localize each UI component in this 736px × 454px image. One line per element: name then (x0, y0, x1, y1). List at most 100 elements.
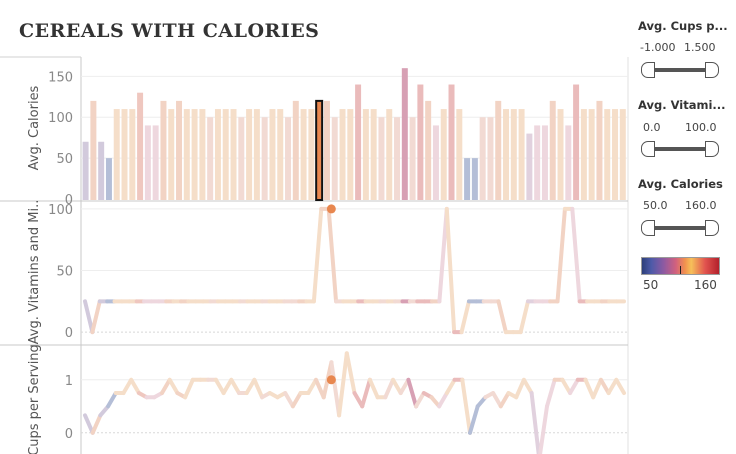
line-segment (614, 377, 626, 396)
bar (160, 100, 167, 200)
line-segment (437, 391, 449, 409)
line-segment (252, 377, 265, 400)
bar (261, 117, 268, 200)
bar (534, 125, 541, 200)
filter-calories-slider[interactable] (641, 220, 719, 236)
line-segment (491, 391, 503, 409)
bar (285, 117, 292, 200)
bar (464, 158, 471, 200)
bar (471, 158, 478, 200)
bar (479, 117, 486, 200)
line-segment (83, 299, 95, 335)
y-axis-label: Cups per Serving (27, 344, 42, 454)
bar (230, 109, 237, 200)
filter-vitamins-min: 0.0 (643, 121, 661, 134)
color-legend-min: 50 (643, 278, 659, 292)
bar (331, 117, 338, 200)
line-segment (529, 391, 541, 454)
bar (355, 84, 362, 200)
bar (300, 109, 307, 200)
bar (269, 109, 276, 200)
slider-max-handle[interactable] (705, 141, 719, 157)
bar (596, 100, 603, 200)
y-axis-label: Avg. Vitamins and Mi.. (27, 200, 42, 345)
line-segment (311, 206, 324, 304)
bar (98, 141, 105, 200)
bar (121, 109, 128, 200)
bar (183, 109, 190, 200)
line-segment (460, 377, 472, 435)
line-segment (283, 391, 295, 409)
bar (386, 109, 393, 200)
bar (362, 109, 369, 200)
bar (487, 117, 494, 200)
bar (214, 109, 221, 200)
line-segment (606, 377, 619, 396)
bar (510, 109, 517, 200)
line-segment (555, 206, 567, 304)
bar (541, 125, 548, 200)
filter-title-vitamins: Avg. Vitami... (638, 98, 726, 112)
bar (246, 109, 253, 200)
filter-cups-slider[interactable] (641, 62, 719, 78)
line-segment (414, 391, 426, 409)
bar (425, 100, 432, 200)
bar (253, 109, 260, 200)
filter-calories-min: 50.0 (643, 199, 668, 212)
bar (503, 109, 510, 200)
line-segment (518, 299, 531, 335)
bar (292, 100, 299, 200)
line-segment (598, 377, 611, 396)
slider-min-handle[interactable] (641, 220, 655, 236)
filter-cups-min: -1.000 (640, 41, 676, 54)
bar (113, 109, 120, 200)
y-tick-label: 100 (48, 111, 73, 126)
slider-max-handle[interactable] (705, 62, 719, 78)
line-segment (90, 299, 102, 335)
bar (565, 125, 572, 200)
bar (417, 84, 424, 200)
bar (191, 109, 198, 200)
bar (370, 109, 377, 200)
filter-title-calories: Avg. Calories (638, 177, 723, 191)
line-segment (444, 206, 457, 335)
line-segment (121, 377, 134, 396)
bar (588, 109, 595, 200)
line-segment (591, 377, 603, 400)
line-segment (229, 377, 241, 396)
bar (315, 99, 324, 201)
bar (394, 117, 401, 200)
bar (619, 109, 626, 200)
line-segment (106, 391, 118, 409)
line-segment (306, 377, 318, 396)
bar (612, 109, 619, 200)
line-segment (329, 360, 342, 418)
y-tick-label: 50 (56, 152, 73, 167)
bar (604, 109, 611, 200)
highlight-point (326, 204, 336, 214)
line-segment (367, 377, 380, 400)
line-segment (383, 377, 395, 400)
slider-min-handle[interactable] (641, 62, 655, 78)
filter-vitamins-slider[interactable] (641, 141, 719, 157)
line-segment (459, 299, 471, 335)
line-segment (221, 377, 234, 396)
color-legend-marker (680, 266, 681, 274)
bar (199, 109, 206, 200)
bar (557, 109, 564, 200)
line-segment (444, 377, 457, 396)
filter-calories-max: 160.0 (685, 199, 717, 212)
line-segment (498, 391, 511, 409)
color-legend-max: 160 (694, 278, 717, 292)
line-segment (568, 377, 580, 396)
y-tick-label: 0 (65, 326, 73, 341)
bar (518, 109, 525, 200)
slider-min-handle[interactable] (641, 141, 655, 157)
bar (432, 125, 439, 200)
slider-max-handle[interactable] (705, 220, 719, 236)
bar (495, 100, 502, 200)
line-segment (167, 377, 180, 396)
bar (448, 84, 455, 200)
line-segment (344, 351, 357, 396)
